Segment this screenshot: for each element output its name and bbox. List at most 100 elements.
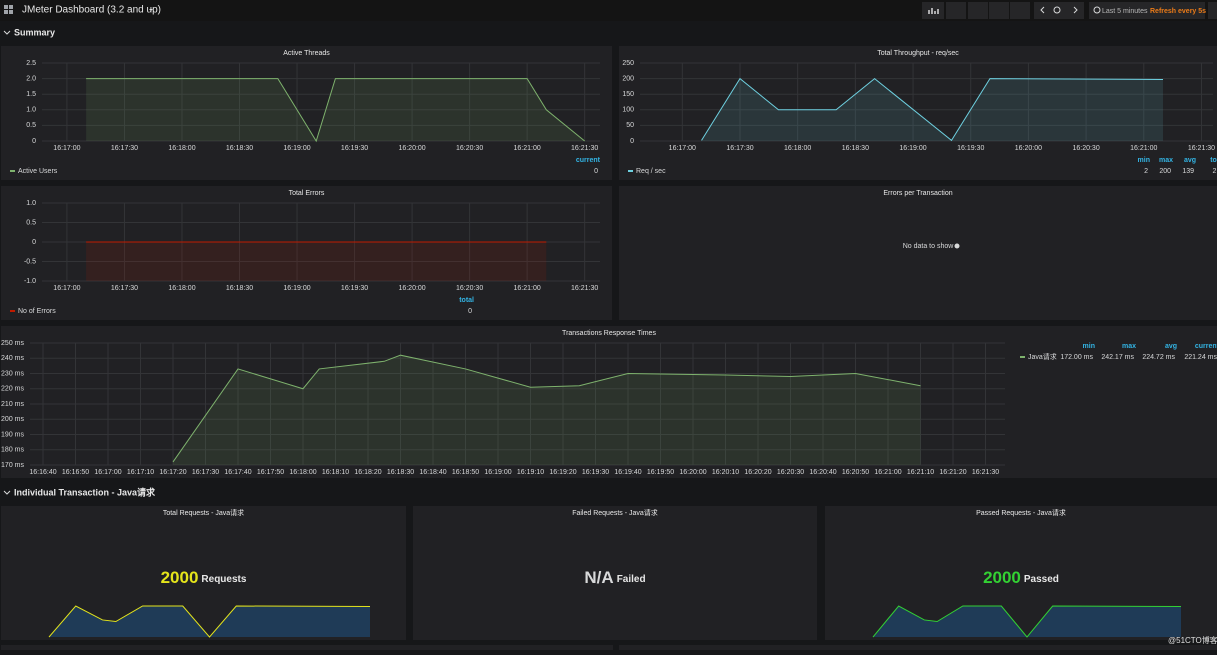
- stat: N/A Failed: [584, 568, 645, 587]
- x-tick-label: 16:17:30: [726, 145, 753, 152]
- y-tick-label: 230 ms: [1, 370, 24, 377]
- legend-value: 0: [594, 168, 598, 175]
- y-tick-label: 50: [626, 122, 634, 129]
- panel-title[interactable]: Failed Requests - Java请求: [572, 508, 658, 517]
- grid-icon[interactable]: [4, 5, 13, 14]
- legend-header: min: [1138, 157, 1150, 164]
- panel-edge: [1, 645, 613, 650]
- x-tick-label: 16:19:00: [283, 285, 310, 292]
- legend-value: 2 K: [1212, 168, 1217, 175]
- y-tick-label: 180 ms: [1, 447, 24, 454]
- x-tick-label: 16:21:00: [514, 145, 541, 152]
- x-tick-label: 16:17:00: [94, 469, 121, 476]
- info-icon: [954, 243, 960, 249]
- legend-header: current: [1195, 343, 1217, 350]
- dashboard-title[interactable]: JMeter Dashboard (3.2 and up): [22, 5, 161, 16]
- time-range[interactable]: Last 5 minutes: [1102, 8, 1148, 15]
- time-picker[interactable]: [1089, 2, 1205, 19]
- panel: [1, 326, 1217, 478]
- y-tick-label: 100: [622, 107, 634, 114]
- star-button[interactable]: [946, 2, 966, 19]
- x-tick-label: 16:18:10: [322, 469, 349, 476]
- x-tick-label: 16:19:30: [957, 145, 984, 152]
- x-tick-label: 16:17:00: [53, 285, 80, 292]
- row-title[interactable]: Summary: [14, 27, 55, 37]
- x-tick-label: 16:19:40: [614, 469, 641, 476]
- save-button[interactable]: [989, 2, 1009, 19]
- x-tick-label: 16:19:30: [341, 145, 368, 152]
- x-tick-label: 16:20:00: [679, 469, 706, 476]
- add-panel-button[interactable]: [922, 2, 944, 19]
- refresh-button[interactable]: [1208, 2, 1217, 19]
- x-tick-label: 16:21:10: [907, 469, 934, 476]
- x-tick-label: 16:16:50: [62, 469, 89, 476]
- x-tick-label: 16:20:00: [1015, 145, 1042, 152]
- settings-button[interactable]: [1010, 2, 1030, 19]
- y-tick-label: 1.0: [26, 200, 36, 207]
- legend-name: Active Users: [18, 168, 58, 175]
- stat-unit: Failed: [617, 574, 646, 585]
- x-tick-label: 16:18:00: [784, 145, 811, 152]
- panel-title[interactable]: Passed Requests - Java请求: [976, 508, 1066, 517]
- x-tick-label: 16:20:40: [809, 469, 836, 476]
- legend-header: max: [1122, 343, 1136, 350]
- time-nav-buttons[interactable]: [1034, 2, 1084, 19]
- panel-title[interactable]: Total Throughput - req/sec: [877, 50, 959, 57]
- x-tick-label: 16:16:40: [29, 469, 56, 476]
- refresh-interval[interactable]: Refresh every 5s: [1150, 8, 1206, 15]
- x-tick-label: 16:18:30: [842, 145, 869, 152]
- y-tick-label: 220 ms: [1, 386, 24, 393]
- stat-value: 2000: [161, 568, 199, 587]
- toolbar: [922, 2, 1217, 19]
- legend-header: total: [1210, 157, 1217, 164]
- x-tick-label: 16:20:30: [777, 469, 804, 476]
- x-tick-label: 16:19:00: [283, 145, 310, 152]
- y-tick-label: 0: [630, 138, 634, 145]
- y-tick-label: 0: [32, 138, 36, 145]
- y-tick-label: 200: [622, 75, 634, 82]
- x-tick-label: 16:17:00: [669, 145, 696, 152]
- legend-header: min: [1083, 343, 1095, 350]
- y-tick-label: 0.5: [26, 122, 36, 129]
- legend-name: Java请求: [1028, 352, 1057, 361]
- x-tick-label: 16:20:00: [398, 145, 425, 152]
- y-tick-label: 2.0: [26, 75, 36, 82]
- panel: [413, 506, 817, 640]
- row-chevron[interactable]: [3, 490, 11, 495]
- x-tick-label: 16:17:30: [192, 469, 219, 476]
- row-title[interactable]: Individual Transaction - Java请求: [14, 486, 156, 497]
- share-button[interactable]: [968, 2, 988, 19]
- x-tick-label: 16:18:30: [226, 145, 253, 152]
- y-tick-label: 170 ms: [1, 462, 24, 469]
- series-line: [701, 77, 1164, 142]
- stat-value: 2000: [983, 568, 1021, 587]
- panel-title[interactable]: Active Threads: [283, 50, 330, 57]
- row-chevron[interactable]: [3, 30, 11, 35]
- y-tick-label: -0.5: [24, 258, 36, 265]
- legend-header: max: [1159, 157, 1173, 164]
- title-caret[interactable]: [149, 9, 153, 11]
- y-tick-label: 250: [622, 60, 634, 67]
- panel-title[interactable]: Total Requests - Java请求: [163, 508, 244, 517]
- zoom-icon: [1053, 6, 1061, 14]
- legend-header: avg: [1165, 343, 1177, 350]
- x-tick-label: 16:20:30: [456, 285, 483, 292]
- x-tick-label: 16:21:00: [514, 285, 541, 292]
- watermark: @51CTO博客: [1168, 635, 1217, 645]
- panel-title[interactable]: Errors per Transaction: [883, 190, 952, 197]
- x-tick-label: 16:20:30: [1072, 145, 1099, 152]
- sparkline-line: [48, 605, 371, 638]
- x-tick-label: 16:18:00: [168, 145, 195, 152]
- x-tick-label: 16:18:30: [226, 285, 253, 292]
- x-tick-label: 16:18:50: [452, 469, 479, 476]
- panel-title[interactable]: Transactions Response Times: [562, 330, 656, 337]
- stat-unit: Passed: [1024, 574, 1059, 585]
- stat-value: N/A: [584, 568, 613, 587]
- y-tick-label: 240 ms: [1, 355, 24, 362]
- stat-unit: Requests: [201, 574, 246, 585]
- sparkline-line: [872, 605, 1182, 638]
- panel-title[interactable]: Total Errors: [289, 190, 325, 197]
- legend-header: total: [459, 297, 474, 304]
- panels: Active Threads 0 0.5 1.0 1.5 2.0 2.5 16:17:00 16…: [1, 46, 1217, 640]
